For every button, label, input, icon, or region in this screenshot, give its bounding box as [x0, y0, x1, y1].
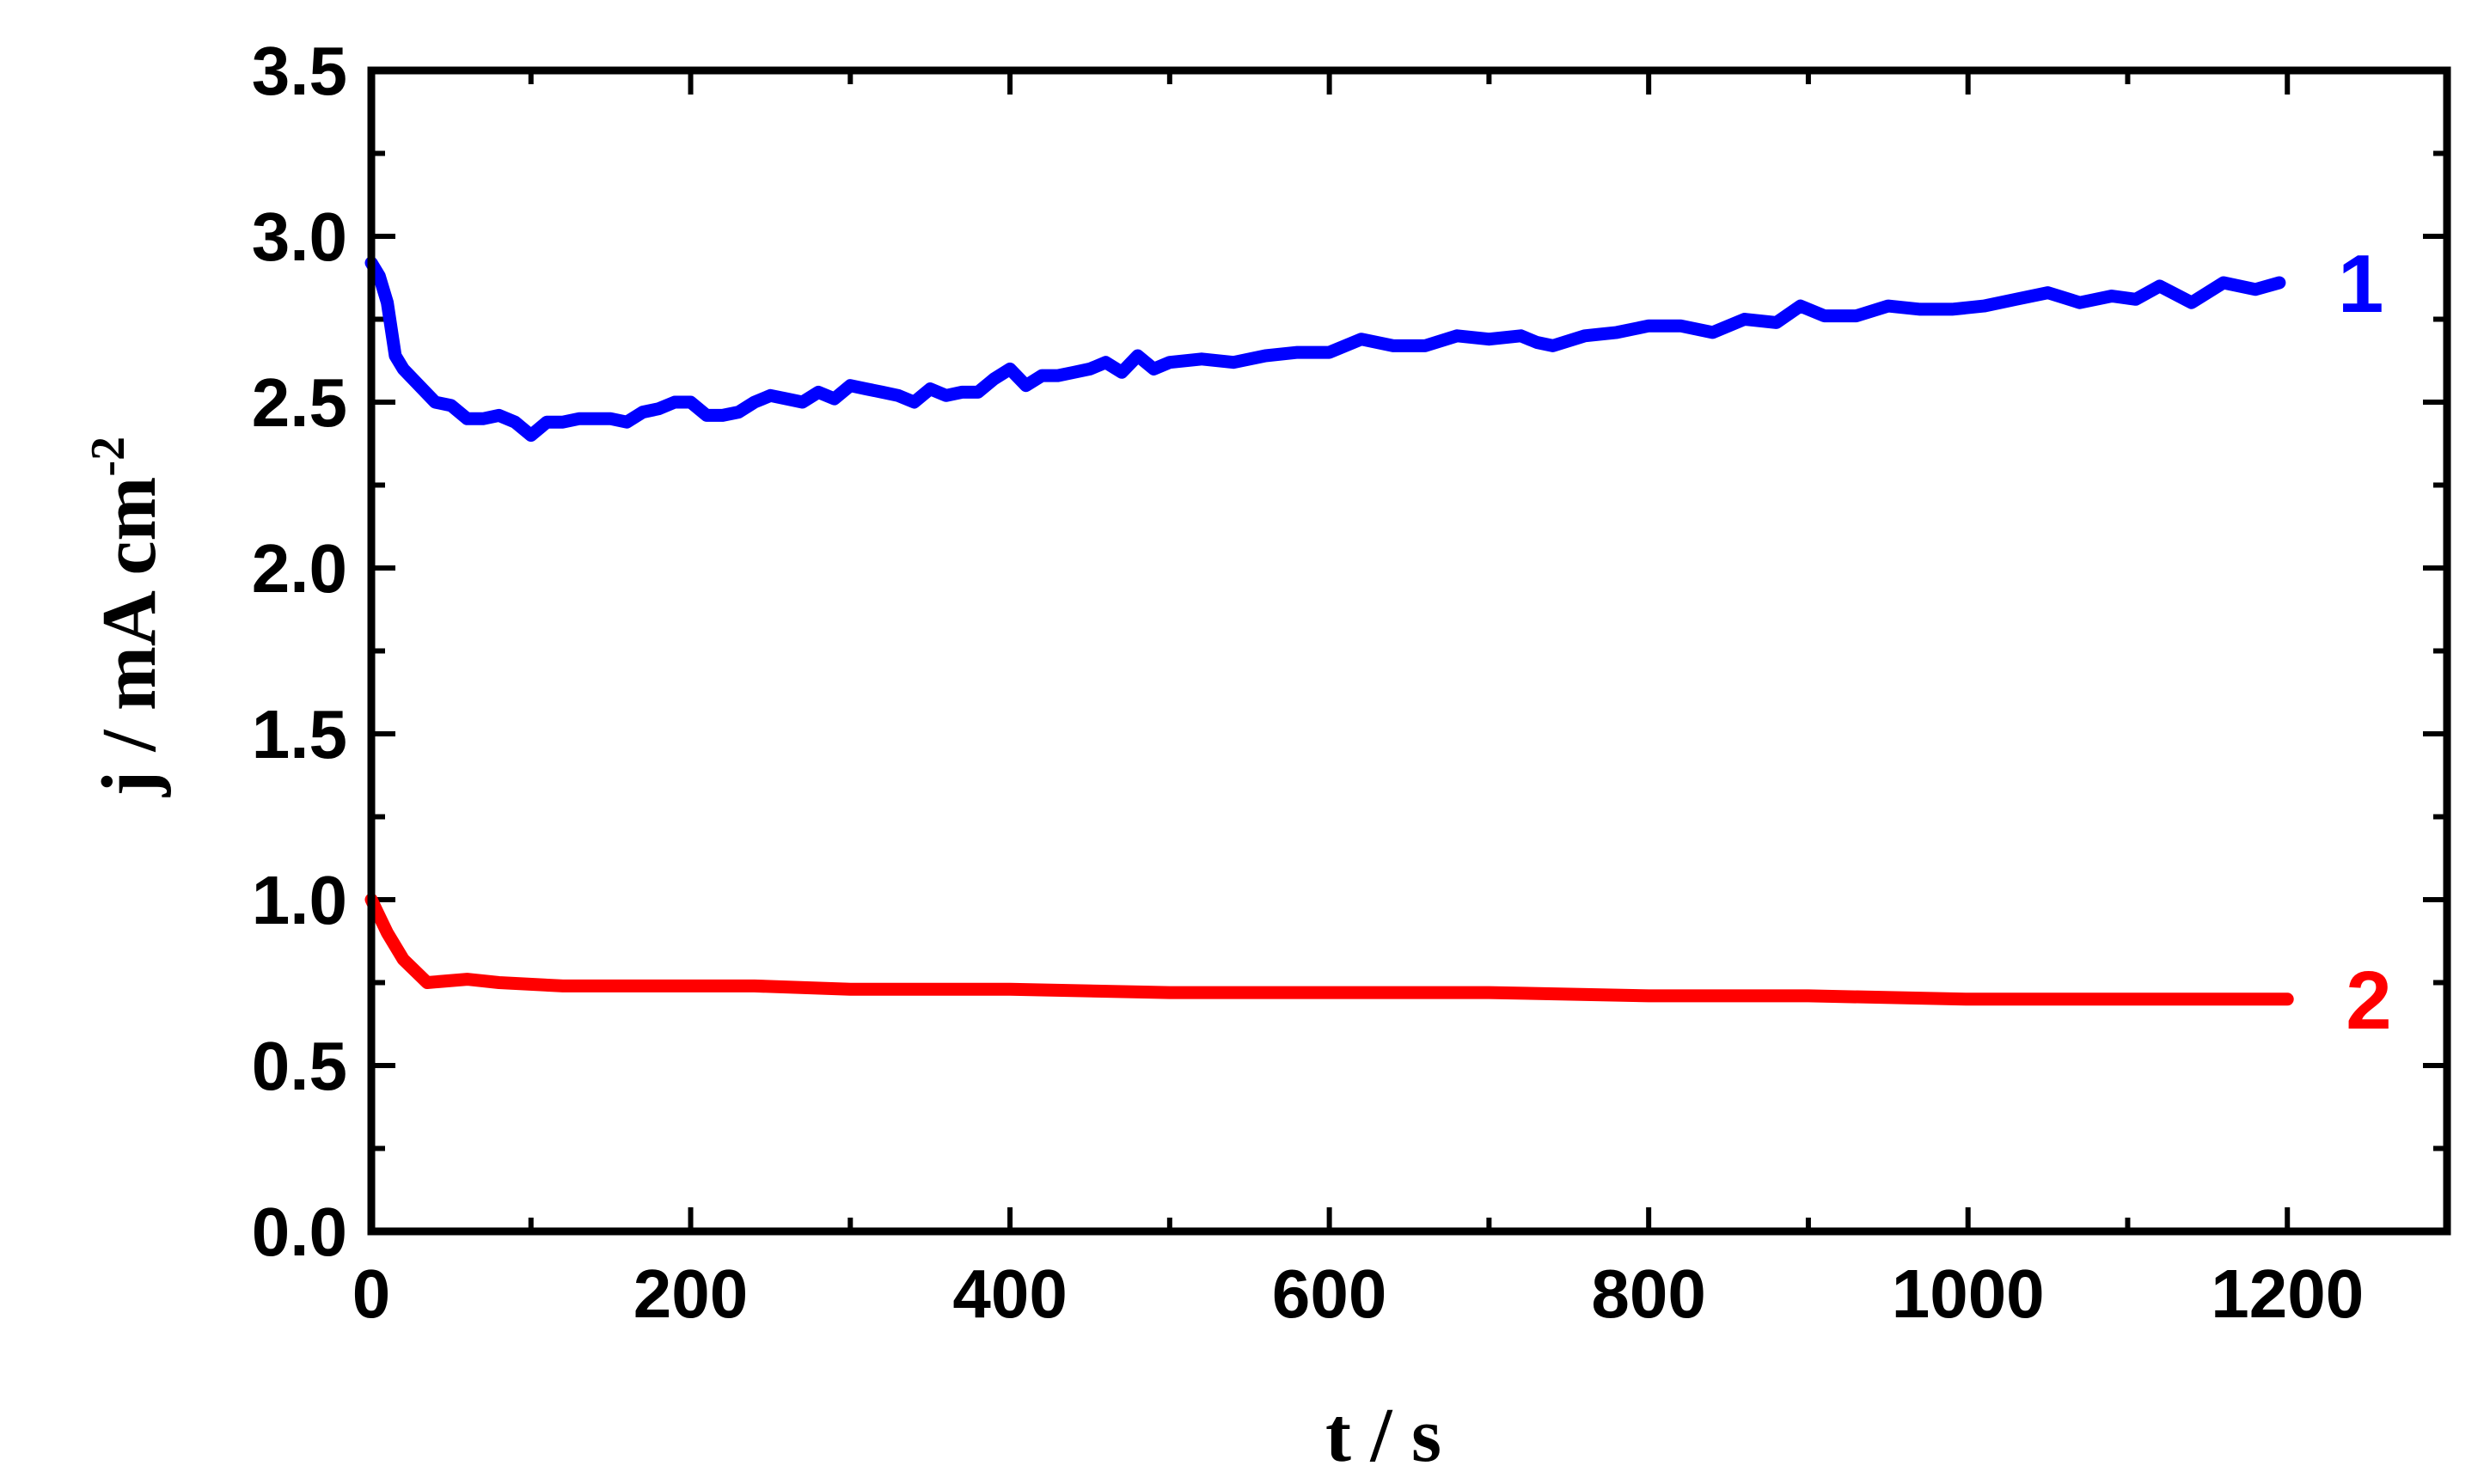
y-tick-label: 2.5 [252, 364, 347, 441]
x-tick-label: 600 [1272, 1255, 1386, 1332]
y-tick-label: 3.5 [252, 33, 347, 109]
y-axis-title-superscript: -2 [82, 437, 135, 477]
y-tick-label: 2.0 [252, 530, 347, 607]
tick-marks [369, 68, 2447, 1234]
y-tick-label: 0.5 [252, 1028, 347, 1104]
tick-labels: 0 200 400 600 800 1000 1200 0.0 0.5 1.0 1.5 2.0 2.5 3… [252, 33, 2364, 1332]
plot-frame [367, 66, 2451, 1236]
y-tick-label: 1.5 [252, 696, 347, 773]
x-tick-label: 1200 [2211, 1255, 2364, 1332]
y-axis-title: j / mA cm-2 [82, 437, 172, 797]
y-tick-label: 3.0 [252, 198, 347, 275]
series-2-line [364, 893, 2294, 1006]
series-layer [364, 256, 2294, 1006]
x-tick-label: 1000 [1892, 1255, 2045, 1332]
y-tick-label: 1.0 [252, 862, 347, 938]
x-tick-label: 200 [633, 1255, 748, 1332]
series-1-label: 1 [2338, 238, 2383, 330]
series-labels: 12 [2338, 238, 2392, 1047]
x-tick-label: 400 [952, 1255, 1067, 1332]
x-tick-label: 800 [1591, 1255, 1705, 1332]
x-tick-label: 0 [352, 1255, 391, 1332]
svg-text:j / mA cm-2: j / mA cm-2 [82, 437, 172, 797]
series-1-line [364, 256, 2286, 443]
series-2-label: 2 [2346, 955, 2391, 1047]
x-axis-title: t / s [1325, 1393, 1441, 1478]
y-axis-title-main: j / mA cm [87, 477, 172, 797]
y-tick-label: 0.0 [252, 1194, 347, 1270]
